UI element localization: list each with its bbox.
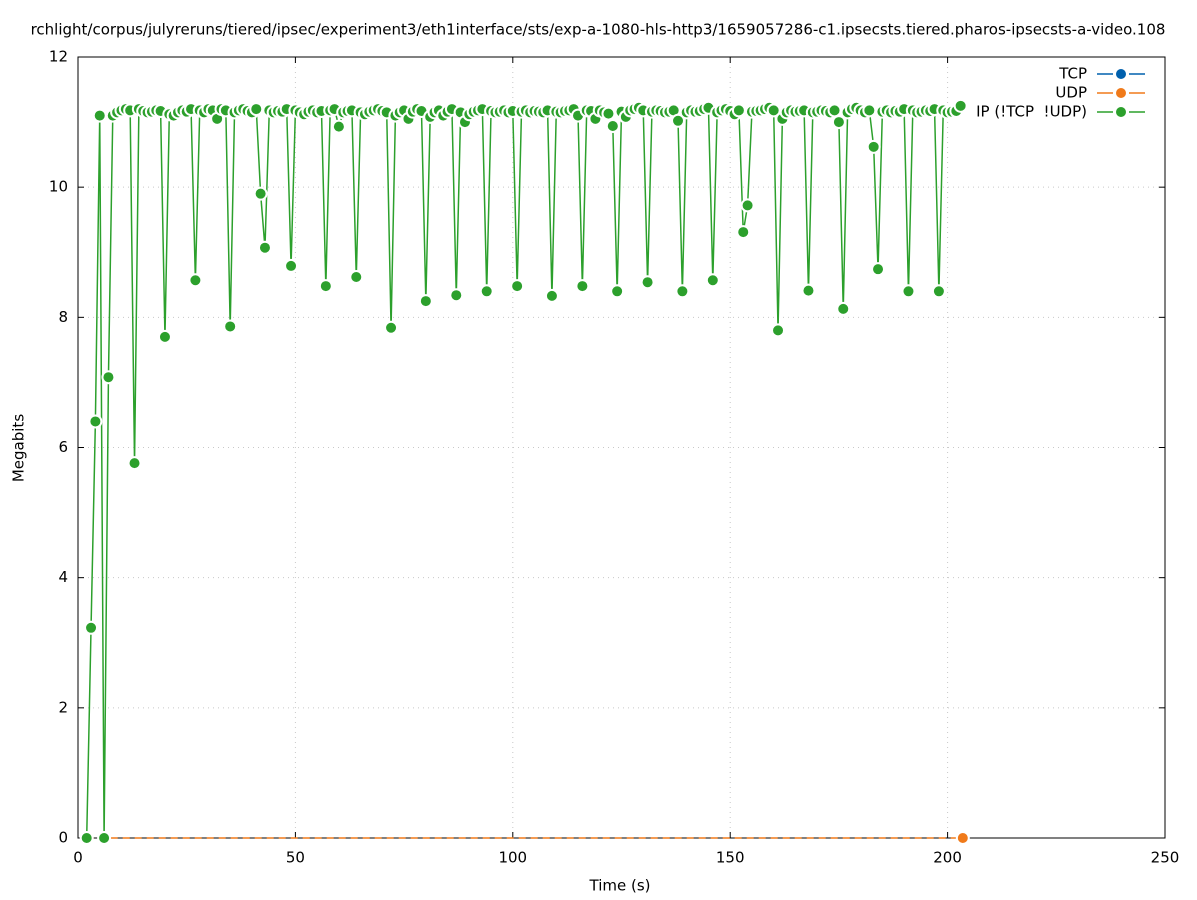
- legend-label: UDP: [1055, 84, 1087, 102]
- series-line: [85, 105, 962, 839]
- data-point: [223, 319, 238, 334]
- data-point: [931, 284, 946, 299]
- legend-marker: [1114, 86, 1128, 100]
- data-point: [831, 115, 846, 130]
- x-tick-label: 250: [1151, 849, 1180, 867]
- data-point: [671, 113, 686, 128]
- data-point: [871, 262, 886, 277]
- data-point: [88, 414, 103, 429]
- y-tick-label: 12: [49, 48, 68, 66]
- data-point: [740, 198, 755, 213]
- data-point: [953, 98, 968, 113]
- data-point: [901, 284, 916, 299]
- data-point: [331, 119, 346, 134]
- plot-area: [79, 98, 970, 845]
- x-tick-label: 50: [286, 849, 305, 867]
- data-point: [675, 284, 690, 299]
- data-point: [640, 275, 655, 290]
- data-point: [510, 279, 525, 294]
- data-point: [836, 301, 851, 316]
- data-point: [610, 284, 625, 299]
- data-point: [157, 329, 172, 344]
- data-point: [188, 273, 203, 288]
- data-point: [575, 279, 590, 294]
- data-point: [544, 288, 559, 303]
- data-point: [605, 118, 620, 133]
- x-tick-label: 100: [498, 849, 527, 867]
- data-point: [84, 620, 99, 635]
- y-tick-label: 2: [58, 698, 68, 716]
- data-point: [866, 139, 881, 154]
- data-point: [79, 831, 94, 845]
- data-point: [731, 103, 746, 118]
- data-point: [418, 294, 433, 309]
- data-point: [479, 284, 494, 299]
- data-point: [249, 102, 264, 117]
- data-point: [801, 283, 816, 298]
- data-point: [253, 186, 268, 201]
- data-point: [771, 323, 786, 338]
- data-point: [601, 106, 616, 121]
- data-point: [284, 258, 299, 273]
- data-point: [862, 103, 877, 118]
- y-axis-label: Megabits: [10, 414, 28, 482]
- data-point: [449, 288, 464, 303]
- legend-label: TCP: [1058, 65, 1087, 83]
- data-point: [127, 456, 142, 471]
- data-point: [955, 831, 970, 845]
- x-tick-label: 0: [73, 849, 83, 867]
- data-point: [97, 831, 112, 845]
- data-point: [257, 240, 272, 255]
- plot-frame: [77, 56, 1166, 839]
- y-tick-label: 6: [58, 438, 68, 456]
- legend-marker: [1114, 67, 1128, 81]
- data-point: [766, 103, 781, 118]
- x-tick-label: 150: [716, 849, 745, 867]
- data-point: [92, 108, 107, 123]
- x-tick-label: 200: [933, 849, 962, 867]
- data-point: [101, 370, 116, 385]
- y-tick-label: 8: [58, 308, 68, 326]
- chart-title: rchlight/corpus/julyreruns/tiered/ipsec/…: [31, 21, 1166, 39]
- legend-label: IP (!TCP !UDP): [976, 103, 1087, 121]
- data-point: [318, 279, 333, 294]
- data-point: [384, 320, 399, 335]
- data-point: [705, 273, 720, 288]
- x-axis-label: Time (s): [589, 877, 651, 895]
- y-tick-label: 10: [49, 178, 68, 196]
- y-tick-label: 4: [58, 568, 68, 586]
- data-point: [736, 225, 751, 240]
- data-point: [827, 103, 842, 118]
- data-point: [349, 269, 364, 284]
- legend-marker: [1114, 105, 1128, 119]
- y-tick-label: 0: [58, 829, 68, 847]
